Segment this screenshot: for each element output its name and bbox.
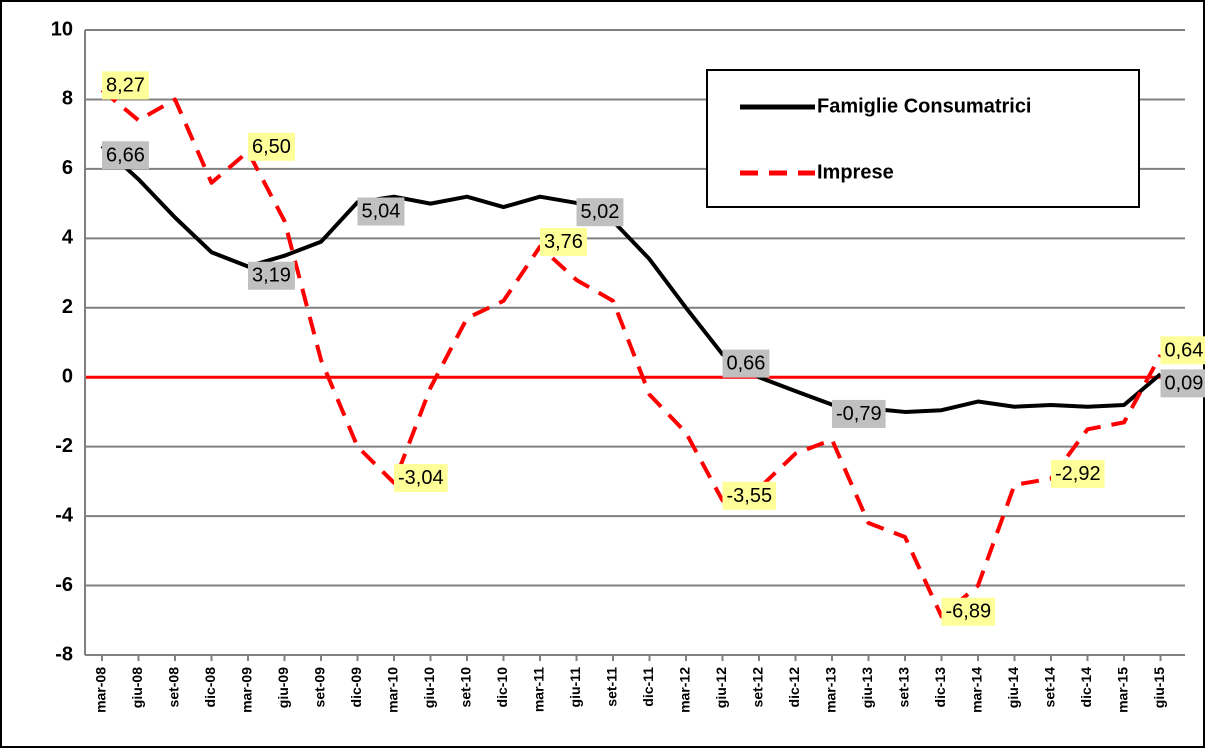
data-label: -0,79 (836, 403, 882, 425)
y-tick-label: 6 (62, 157, 73, 179)
data-label-box (540, 227, 587, 256)
data-label-box (1051, 459, 1105, 488)
data-label: 5,04 (362, 201, 401, 223)
data-label: -6,89 (946, 601, 992, 623)
x-tick-label: mar-15 (1115, 667, 1131, 713)
x-tick-label: dic-13 (932, 667, 948, 708)
data-label-group: 3,76 (540, 227, 587, 256)
x-tick-label: set-09 (312, 667, 328, 708)
x-tick-label: mar-08 (93, 667, 109, 713)
x-tick-label: dic-12 (786, 667, 802, 708)
x-tick-label: set-12 (750, 667, 766, 708)
legend-label: Famiglie Consumatrici (817, 95, 1032, 117)
data-label: 5,02 (581, 201, 620, 223)
data-label: -2,92 (1055, 463, 1101, 485)
data-label: 3,19 (252, 265, 291, 287)
x-tick-label: mar-13 (823, 667, 839, 713)
x-tick-label: dic-14 (1078, 667, 1094, 708)
series-line (100, 88, 1163, 619)
y-tick-label: 10 (51, 18, 73, 40)
y-tick-label: 2 (62, 296, 73, 318)
data-label: 6,50 (252, 136, 291, 158)
data-label: 8,27 (106, 74, 145, 96)
y-tick-label: -4 (55, 504, 74, 526)
data-label-box (832, 399, 886, 428)
x-tick-label: giu-08 (129, 667, 145, 708)
x-tick-label: mar-14 (969, 667, 985, 713)
x-tick-label: giu-10 (421, 667, 437, 708)
y-tick-label: 0 (62, 366, 73, 388)
x-tick-label: mar-10 (385, 667, 401, 713)
data-label: 3,76 (544, 231, 583, 253)
x-tick-label: giu-11 (567, 667, 583, 708)
data-label-group: 5,02 (576, 198, 624, 227)
x-tick-label: giu-14 (1005, 667, 1021, 708)
data-label-box (941, 597, 996, 626)
data-label-group: 5,04 (357, 197, 405, 226)
data-label-group: -0,79 (832, 399, 886, 428)
data-label-group: 6,50 (248, 132, 295, 161)
x-tick-label: set-14 (1042, 667, 1058, 708)
data-label-box (248, 132, 295, 161)
data-label-box (357, 197, 405, 226)
data-label-group: 6,66 (102, 141, 149, 170)
data-label: 0,09 (1165, 372, 1204, 394)
y-tick-label: -6 (55, 574, 73, 596)
data-label: 0,64 (1165, 339, 1204, 361)
x-tick-label: set-08 (166, 667, 182, 708)
data-label-group: 3,19 (248, 261, 295, 290)
x-tick-label: dic-10 (494, 667, 510, 708)
data-label-group: -2,92 (1051, 459, 1105, 488)
y-tick-label: -8 (55, 643, 73, 665)
data-label-group: 0,64 (1160, 336, 1205, 365)
data-label-box (248, 261, 295, 290)
data-label: -3,55 (727, 485, 773, 507)
x-tick-label: set-13 (896, 667, 912, 708)
x-tick-label: mar-09 (239, 667, 255, 713)
data-label-group: 0,09 (1160, 369, 1205, 398)
data-label-group: -6,89 (941, 597, 996, 626)
data-label-box (722, 349, 770, 378)
data-label-box (394, 464, 448, 493)
data-label: -3,04 (398, 467, 444, 489)
data-label-box (1160, 336, 1205, 365)
x-tick-label: giu-09 (275, 667, 291, 708)
series-line (100, 144, 1162, 414)
legend-box (706, 69, 1140, 208)
data-label-group: -3,55 (722, 481, 777, 510)
x-tick-label: dic-08 (202, 667, 218, 708)
x-tick-label: set-11 (604, 667, 620, 707)
y-tick-label: 8 (62, 88, 73, 110)
x-tick-label: mar-12 (677, 667, 693, 713)
x-tick-label: set-10 (458, 667, 474, 708)
data-label-box (1160, 369, 1205, 398)
data-label-box (102, 141, 149, 170)
data-label-group: 0,66 (722, 349, 770, 378)
y-tick-label: 4 (62, 227, 74, 249)
data-label-box (722, 481, 777, 510)
x-tick-label: dic-11 (640, 667, 656, 707)
x-tick-label: mar-11 (531, 667, 547, 712)
x-tick-label: giu-15 (1151, 667, 1167, 708)
x-tick-label: giu-13 (859, 667, 875, 708)
data-label: 6,66 (106, 144, 145, 166)
data-label-box (102, 71, 149, 100)
data-label-box (576, 198, 624, 227)
data-label: 0,66 (727, 353, 766, 375)
x-tick-label: dic-09 (348, 667, 364, 708)
y-tick-label: -2 (55, 435, 73, 457)
legend-label: Imprese (817, 161, 894, 183)
data-label-group: 8,27 (102, 71, 149, 100)
x-tick-label: giu-12 (713, 667, 729, 708)
data-label-group: -3,04 (394, 464, 448, 493)
